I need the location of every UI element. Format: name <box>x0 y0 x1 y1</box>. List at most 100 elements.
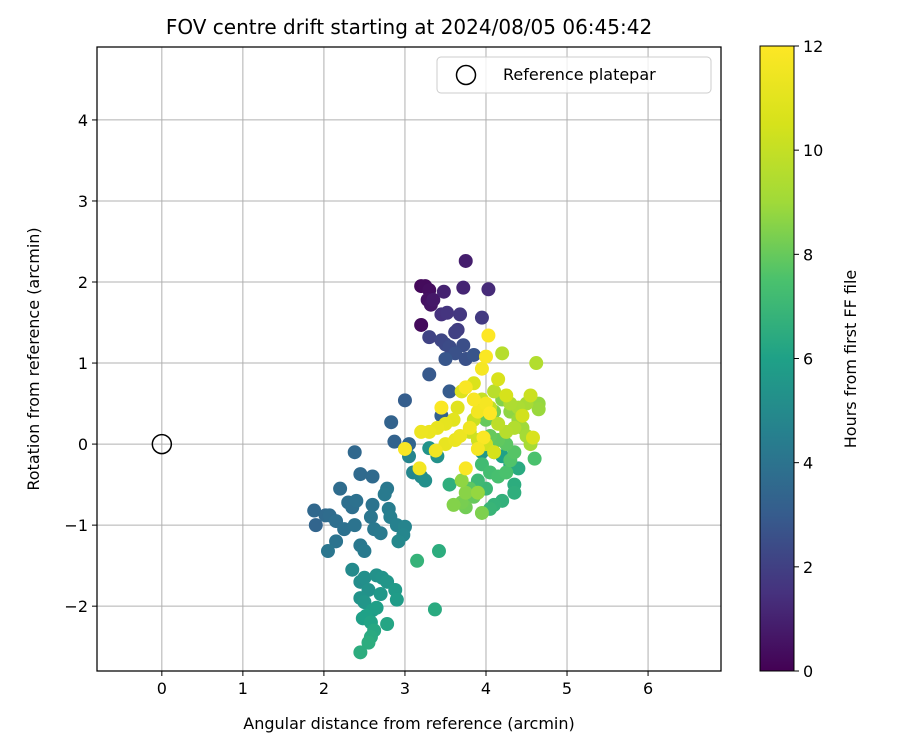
data-point <box>369 600 384 615</box>
data-point <box>438 352 453 366</box>
plot-frame <box>96 46 722 672</box>
data-point <box>345 562 360 577</box>
data-point <box>353 645 368 660</box>
data-points <box>307 253 546 660</box>
data-point <box>499 388 514 403</box>
data-point <box>527 451 542 466</box>
data-point <box>456 280 471 295</box>
colorbar-tick-label: 12 <box>803 37 823 56</box>
data-point <box>454 473 469 488</box>
data-point <box>450 400 465 415</box>
data-point <box>428 443 443 458</box>
data-point <box>353 467 368 482</box>
data-point <box>466 392 481 407</box>
x-tick-label: 1 <box>238 679 248 698</box>
colorbar-tick-label: 10 <box>803 141 823 160</box>
y-tick-label: 1 <box>78 354 88 373</box>
data-point <box>431 544 446 559</box>
data-point <box>481 328 496 343</box>
data-point <box>361 635 376 650</box>
data-point <box>418 473 433 488</box>
data-point <box>515 408 530 423</box>
colorbar-label: Hours from first FF file <box>841 270 860 449</box>
data-point <box>391 534 406 549</box>
data-point <box>476 430 491 445</box>
data-point <box>347 518 362 533</box>
data-point <box>389 592 404 607</box>
data-point <box>446 497 461 512</box>
colorbar-ticks: 0 2 4 6 8 10 12 <box>794 37 823 681</box>
data-point <box>434 400 449 415</box>
data-point <box>470 441 485 456</box>
data-point <box>410 553 425 568</box>
data-point <box>365 497 380 512</box>
data-point <box>412 461 427 476</box>
data-point <box>436 284 451 299</box>
data-point <box>397 441 412 456</box>
reference-marker-group <box>151 433 173 455</box>
y-tick-label: 3 <box>78 192 88 211</box>
colorbar: 0 2 4 6 8 10 12 Hours from first FF file <box>759 37 860 681</box>
x-axis-label: Angular distance from reference (arcmin) <box>243 714 574 733</box>
data-point <box>440 305 455 320</box>
x-axis-ticks: 0 1 2 3 4 5 6 <box>157 671 653 698</box>
x-tick-label: 0 <box>157 679 167 698</box>
data-point <box>487 384 502 399</box>
x-tick-label: 6 <box>643 679 653 698</box>
x-tick-label: 5 <box>562 679 572 698</box>
data-point <box>525 430 540 445</box>
data-point <box>422 330 437 345</box>
data-point <box>499 465 514 480</box>
chart-title: FOV centre drift starting at 2024/08/05 … <box>166 15 652 39</box>
data-point <box>349 493 364 508</box>
data-point <box>529 356 544 371</box>
data-point <box>523 388 538 403</box>
data-point <box>491 416 506 431</box>
x-tick-label: 3 <box>400 679 410 698</box>
data-point <box>397 393 412 408</box>
legend-entry-reference: Reference platepar <box>503 65 656 84</box>
data-point <box>329 534 344 549</box>
data-point <box>384 415 399 430</box>
data-point <box>487 445 502 460</box>
data-point <box>320 544 335 559</box>
colorbar-tick-label: 0 <box>803 662 813 681</box>
y-tick-label: 4 <box>78 111 88 130</box>
data-point <box>377 487 392 502</box>
data-point <box>466 347 481 362</box>
data-point <box>357 544 372 559</box>
y-tick-label: 0 <box>78 435 88 454</box>
y-axis-label: Rotation from reference (arcmin) <box>24 227 43 490</box>
data-point <box>333 481 348 496</box>
data-point <box>380 616 395 631</box>
data-point <box>462 420 477 435</box>
data-point <box>458 380 473 395</box>
data-point <box>387 434 402 449</box>
data-point <box>373 587 388 602</box>
data-point <box>363 510 378 525</box>
data-point <box>491 372 506 387</box>
legend-box <box>436 56 712 94</box>
data-point <box>458 461 473 476</box>
data-point <box>470 485 485 500</box>
legend: Reference platepar <box>436 56 712 94</box>
data-point <box>347 445 362 460</box>
data-point <box>453 428 468 443</box>
legend-reference-marker <box>455 64 477 86</box>
data-point <box>458 485 473 500</box>
data-point <box>458 253 473 268</box>
colorbar-tick-label: 6 <box>803 350 813 369</box>
x-tick-label: 2 <box>319 679 329 698</box>
data-point <box>453 307 468 322</box>
data-point <box>442 477 457 492</box>
data-point <box>483 406 498 421</box>
y-axis-ticks: −2 −1 0 1 2 3 4 <box>64 111 97 616</box>
data-point <box>507 485 522 500</box>
colorbar-tick-label: 4 <box>803 454 813 473</box>
reference-platepar-marker <box>151 433 173 455</box>
data-point <box>474 310 489 325</box>
data-point <box>481 282 496 297</box>
data-point <box>478 349 493 364</box>
data-point <box>495 346 510 361</box>
